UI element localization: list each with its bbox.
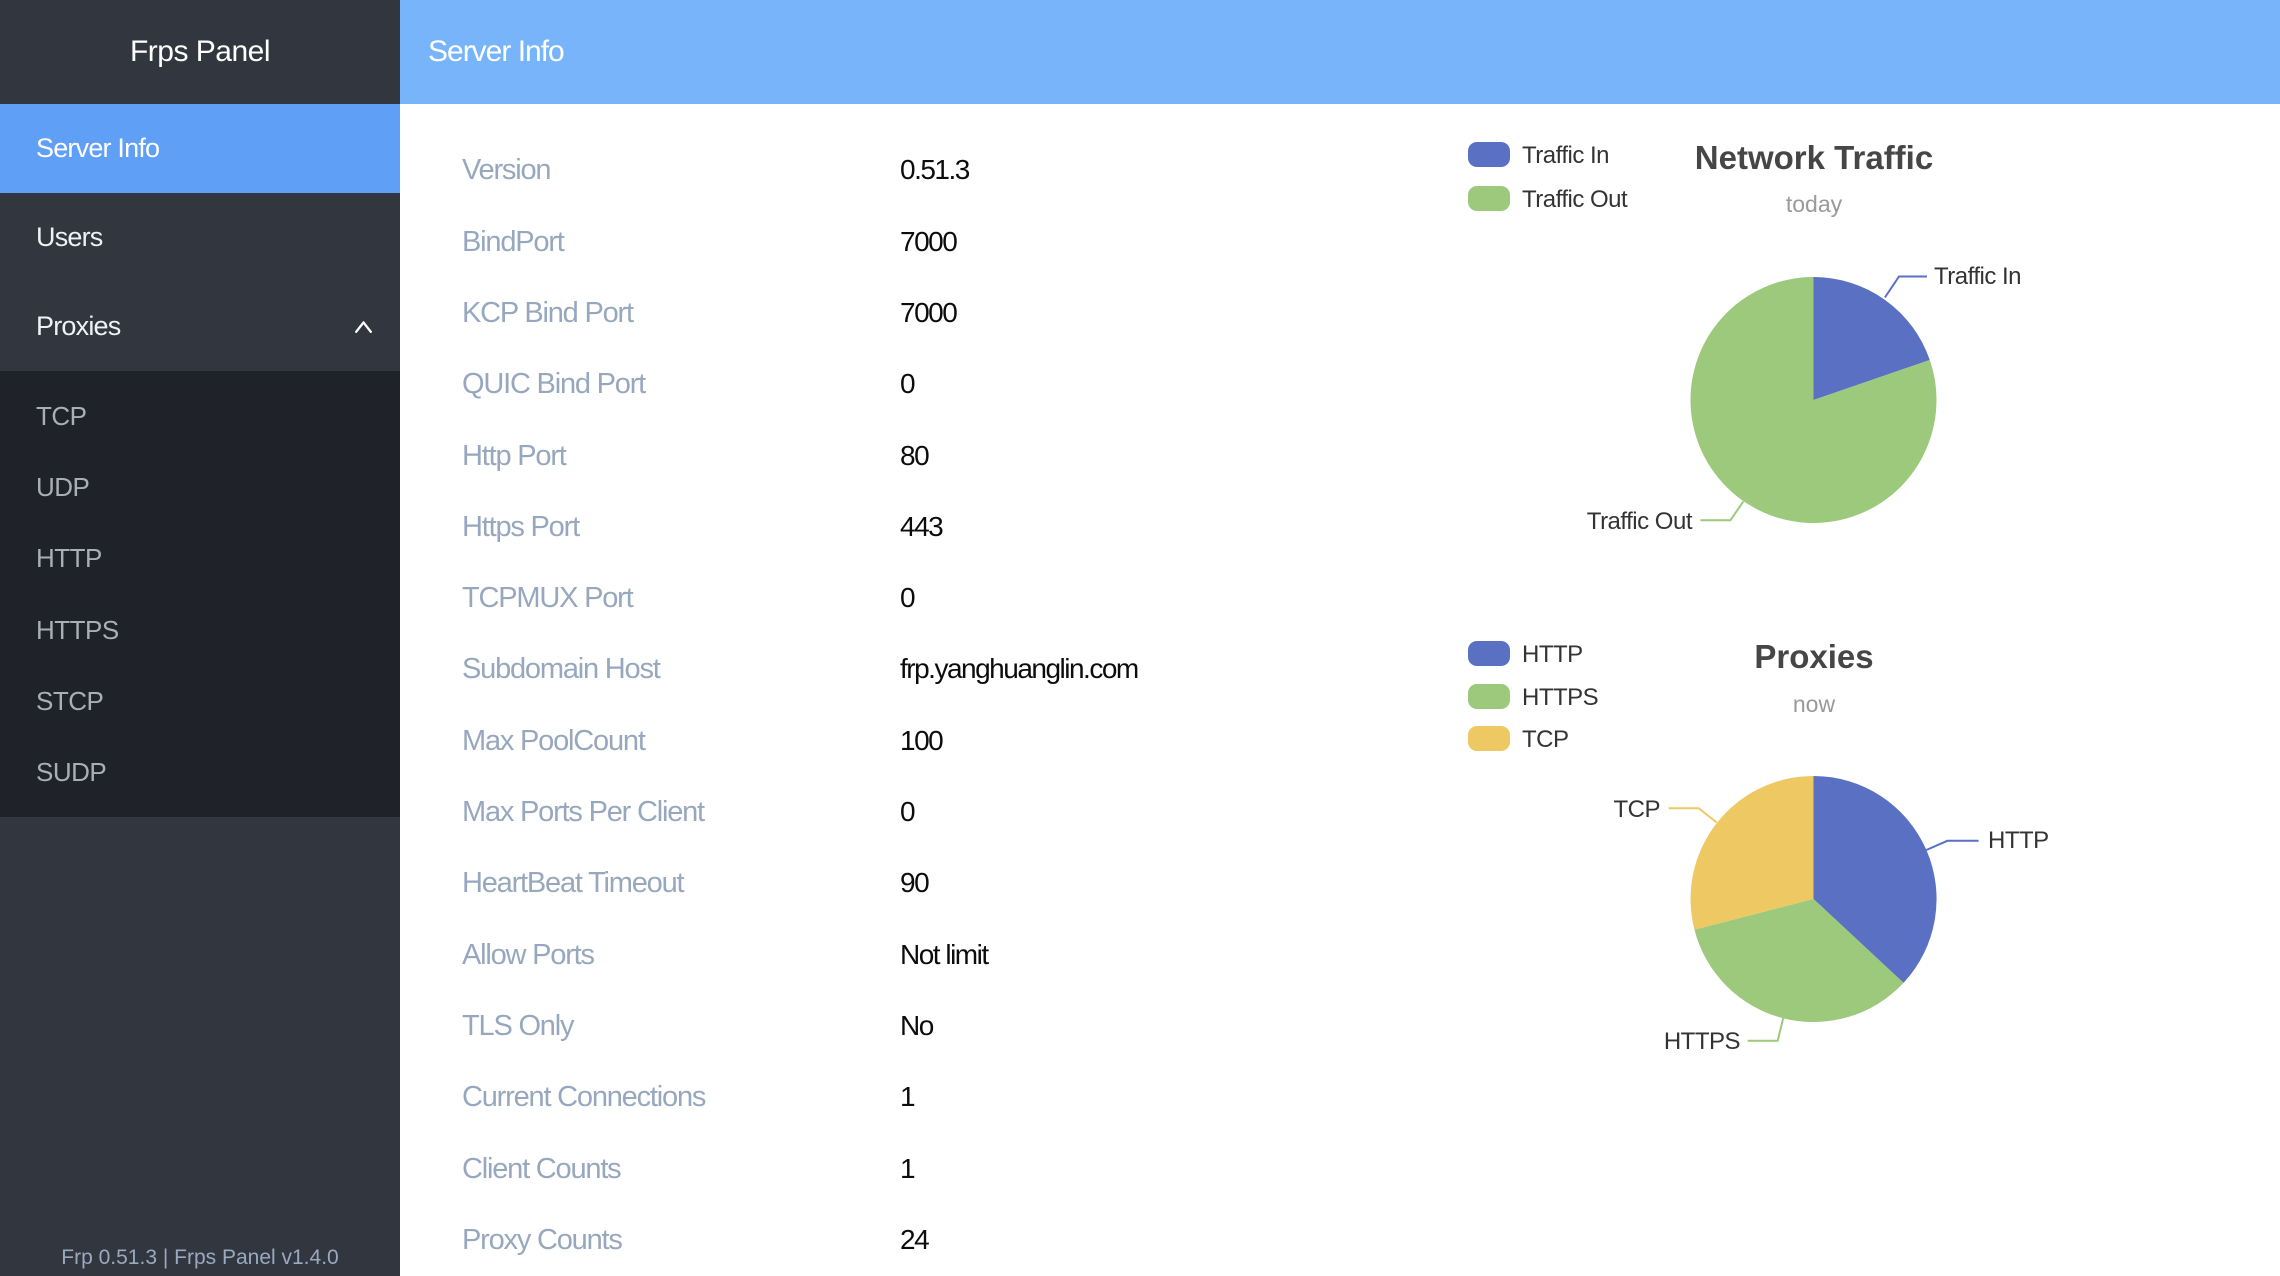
svg-text:HTTPS: HTTPS: [1522, 684, 1598, 711]
svg-text:Traffic In: Traffic In: [1522, 142, 1609, 169]
svg-text:Traffic In: Traffic In: [1934, 263, 2021, 290]
svg-text:today: today: [1786, 191, 1843, 217]
svg-text:Proxies: Proxies: [1754, 638, 1873, 675]
svg-text:now: now: [1793, 691, 1836, 717]
svg-text:Traffic Out: Traffic Out: [1587, 508, 1693, 535]
svg-text:Network Traffic: Network Traffic: [1695, 139, 1933, 176]
svg-text:HTTP: HTTP: [1988, 827, 2049, 854]
svg-text:HTTP: HTTP: [1522, 641, 1583, 668]
svg-text:Traffic Out: Traffic Out: [1522, 186, 1628, 213]
svg-text:TCP: TCP: [1522, 726, 1569, 753]
svg-text:TCP: TCP: [1614, 796, 1661, 823]
svg-text:HTTPS: HTTPS: [1664, 1028, 1740, 1055]
